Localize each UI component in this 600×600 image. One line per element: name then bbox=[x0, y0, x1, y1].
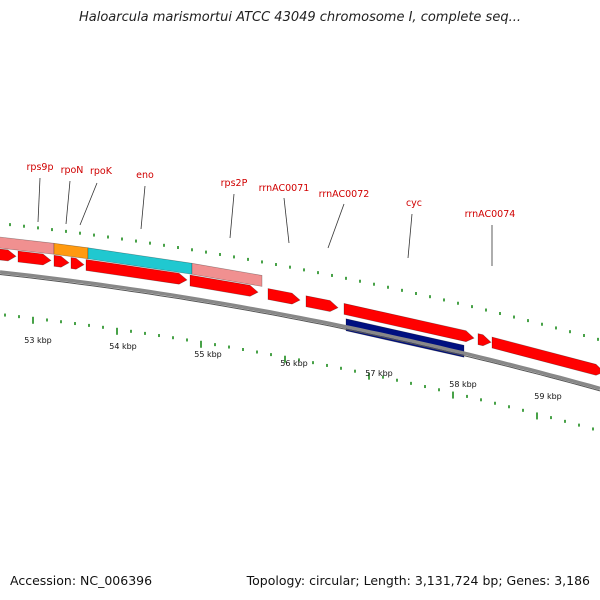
gene-arrow-7 bbox=[267, 288, 301, 305]
gene-label-rpoN: rpoN bbox=[61, 165, 84, 176]
gene-arrow-1 bbox=[0, 248, 17, 262]
leader-line bbox=[37, 177, 41, 223]
outer-ticks bbox=[9, 223, 599, 341]
gene-label-rrnAC0072: rrnAC0072 bbox=[319, 189, 370, 200]
leader-line bbox=[65, 180, 71, 225]
gene-label-rrnAC0074: rrnAC0074 bbox=[465, 209, 516, 220]
gene-label-rrnAC0071: rrnAC0071 bbox=[259, 183, 310, 194]
kbp-labels: 53 kbp 54 kbp 55 kbp 56 kbp 57 kbp 58 kbp 59 k… bbox=[24, 336, 562, 401]
gene-arrow-3 bbox=[53, 254, 70, 268]
kbp-label: 59 kbp bbox=[534, 392, 562, 401]
backbone bbox=[0, 270, 600, 392]
leader-line bbox=[140, 185, 146, 230]
gene-arrow-6 bbox=[189, 274, 259, 297]
kbp-label: 58 kbp bbox=[449, 380, 477, 389]
inner-ticks bbox=[4, 313, 594, 431]
kbp-label: 55 kbp bbox=[194, 350, 222, 359]
kbp-label: 57 kbp bbox=[365, 369, 393, 378]
leader-line bbox=[229, 193, 235, 239]
gene-label-eno: eno bbox=[136, 170, 154, 181]
gene-arrow-5 bbox=[85, 259, 188, 285]
page-title: Haloarcula marismortui ATCC 43049 chromo… bbox=[79, 10, 521, 25]
kbp-label: 54 kbp bbox=[109, 342, 137, 351]
gene-labels: rps9p rpoN rpoK eno rps2P rrnAC0071 rrnAC0072 c… bbox=[27, 162, 516, 220]
gene-arrow-8 bbox=[305, 295, 339, 312]
backbone-shadow bbox=[0, 274, 600, 392]
gene-arrow-2 bbox=[17, 250, 52, 266]
features-track bbox=[0, 236, 600, 376]
kbp-label: 53 kbp bbox=[24, 336, 52, 345]
gene-arrow-9 bbox=[343, 303, 475, 343]
gene-arrow-11 bbox=[491, 336, 600, 376]
leader-line bbox=[283, 197, 290, 244]
gene-arrow-10 bbox=[477, 333, 492, 347]
accession-text: Accession: NC_006396 bbox=[10, 573, 153, 588]
leader-line bbox=[407, 213, 413, 259]
summary-text: Topology: circular; Length: 3,131,724 bp… bbox=[246, 573, 590, 588]
backbone-line bbox=[0, 270, 600, 391]
gene-arrow-4 bbox=[70, 257, 85, 270]
leader-line bbox=[327, 203, 345, 249]
label-leaders bbox=[37, 177, 493, 266]
gene-label-rps2P: rps2P bbox=[221, 178, 248, 189]
kbp-label: 56 kbp bbox=[280, 359, 308, 368]
leader-line bbox=[79, 182, 98, 226]
gene-label-rps9p: rps9p bbox=[27, 162, 54, 173]
feature-pink-2 bbox=[191, 262, 263, 287]
gene-label-cyc: cyc bbox=[406, 198, 422, 209]
gene-label-rpoK: rpoK bbox=[90, 166, 113, 177]
